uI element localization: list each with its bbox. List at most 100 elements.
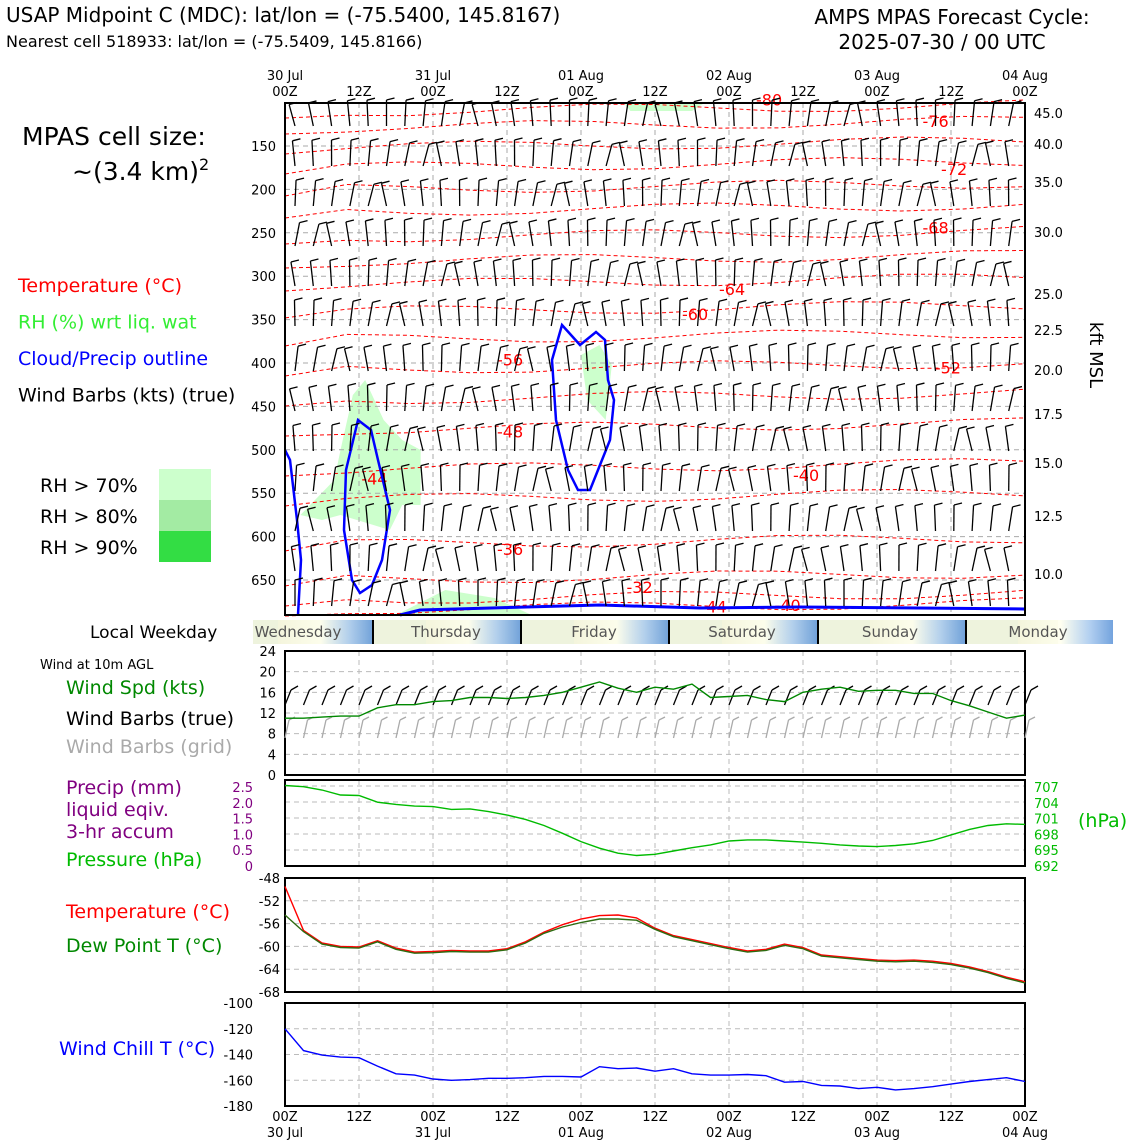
wind-barb <box>988 180 992 207</box>
wind-barb <box>819 263 827 287</box>
wind-barb <box>367 260 370 287</box>
wind-barb <box>637 547 644 572</box>
grid-wind-barb-flag <box>362 716 370 721</box>
temperature-contour-label: -40 <box>793 466 819 485</box>
wind-barb-flag <box>592 425 602 430</box>
wind-barb-flag <box>333 578 343 582</box>
wind-barb <box>294 180 297 207</box>
surface-wind-barb <box>561 689 570 706</box>
wind-barb <box>568 260 573 287</box>
wind-barb <box>860 425 863 452</box>
wind-barb-flag <box>681 177 690 182</box>
rh70-swatch <box>159 469 211 500</box>
wind-barb <box>953 546 959 572</box>
wind-barb-flag <box>440 462 449 466</box>
weekday-label: Local Weekday <box>90 623 217 643</box>
wind-barb <box>715 301 720 327</box>
wind-barb-flag <box>425 98 434 102</box>
bottom-hour-label: 00Z <box>272 1110 298 1125</box>
wind-barb-flag <box>843 297 852 301</box>
pressure-label: Pressure (hPa) <box>66 849 202 871</box>
wind-barbs-grid-label: Wind Barbs (grid) <box>66 736 232 758</box>
wind-barb <box>361 468 369 492</box>
wind-barb <box>733 302 740 327</box>
wind-barb-flag <box>679 297 689 301</box>
wind-barb <box>621 580 626 607</box>
wind-tick-label: 12 <box>259 707 276 722</box>
wind-barb <box>1008 345 1012 372</box>
wind-barb <box>693 386 699 412</box>
grid-wind-barb <box>432 719 438 739</box>
wind-barb-flag <box>591 544 600 548</box>
wind-barb-flag <box>532 542 542 546</box>
wind-barb <box>532 468 539 492</box>
wind-barb-flag <box>392 581 401 586</box>
wind-barb-flag <box>573 424 582 428</box>
wind-barb-flag <box>353 579 362 583</box>
precip-tick-label: 1.0 <box>232 828 253 843</box>
wind-barb <box>843 508 850 532</box>
wind-barb-flag <box>718 298 728 302</box>
wind-barb-flag <box>490 506 499 510</box>
wind-barb <box>1004 141 1010 167</box>
wind-barb <box>1008 102 1015 127</box>
wind-barb <box>806 101 812 127</box>
wind-barb <box>418 302 424 327</box>
grid-wind-barb-flag <box>436 716 444 721</box>
wind-barb <box>715 581 721 607</box>
wind-barb <box>385 260 390 287</box>
wind-barb-flag <box>294 577 304 581</box>
wind-barb <box>495 580 499 607</box>
wind-barb-flag <box>864 463 874 467</box>
top-hour-label: 00Z <box>272 85 298 100</box>
grid-wind-barb-flag <box>991 716 999 721</box>
wind-barb <box>875 507 882 532</box>
wind-barb <box>568 584 576 607</box>
wind-barb <box>294 222 301 247</box>
wind-barb-flag <box>802 140 811 144</box>
wind-barb <box>326 507 333 532</box>
wind-barb-flag <box>665 219 674 224</box>
temperature-contour <box>284 99 1026 119</box>
wind-barb-flag <box>728 466 737 470</box>
grid-wind-barb <box>913 719 919 739</box>
wind-barb <box>914 505 918 532</box>
wind-barb-flag <box>973 502 982 506</box>
wind-barb-flag <box>603 178 612 182</box>
wind-barb <box>347 385 351 412</box>
grid-wind-barb-flag <box>621 716 629 721</box>
wind-barb-flag <box>994 384 1003 388</box>
wind-barb <box>803 301 809 327</box>
top-date-label: 30 Jul <box>267 69 303 84</box>
wind-barb <box>385 385 388 412</box>
surface-wind-barb <box>506 689 514 706</box>
wind-barb <box>329 260 333 287</box>
wind-barb-flag <box>802 424 812 429</box>
wind-barb-flag <box>381 180 390 184</box>
grid-wind-barb <box>839 719 845 739</box>
top-date-label: 01 Aug <box>558 69 604 84</box>
wind-barb <box>549 385 552 412</box>
wind-barb <box>512 260 516 287</box>
surface-wind-barb-flag <box>734 685 743 691</box>
wind-barb <box>306 509 314 532</box>
wind-barb <box>327 101 333 127</box>
wind-barb <box>879 466 886 492</box>
wind-barb <box>971 547 978 572</box>
wind-barb-flag <box>518 464 527 468</box>
bottom-hour-label: 12Z <box>346 1110 372 1125</box>
wind-barb-flag <box>545 466 554 470</box>
wind-barb-flag <box>736 423 746 427</box>
wind-barb-flag <box>405 97 415 101</box>
wind-barb-flag <box>674 384 684 388</box>
wind-barb <box>910 468 918 492</box>
wind-barb <box>913 220 918 247</box>
wind-barb <box>840 140 845 167</box>
wind-tick-label: 16 <box>259 686 276 701</box>
surface-wind-barb <box>839 689 847 706</box>
wind-barb <box>953 261 958 287</box>
wind-barb <box>510 101 516 127</box>
wind-barb-flag <box>292 422 302 427</box>
surface-wind-barb <box>302 689 311 706</box>
